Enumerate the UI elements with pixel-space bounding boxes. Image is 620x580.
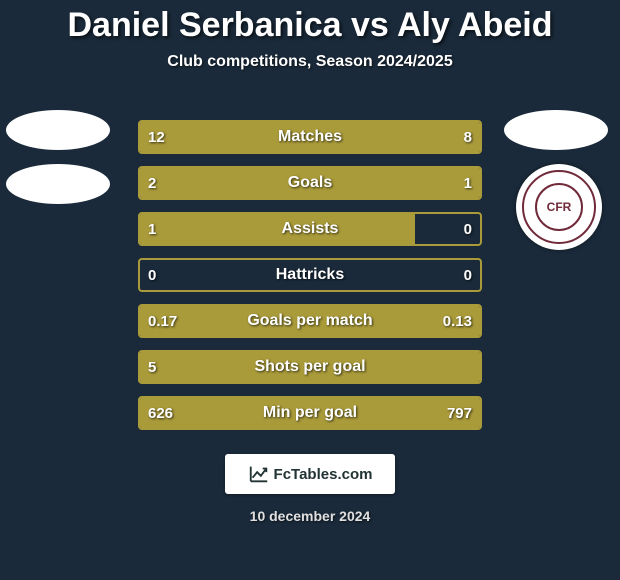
stat-bar-row: 0.170.13Goals per match [138,304,482,338]
club-badge-placeholder-icon [6,164,110,204]
stat-bar-right-fill [287,398,480,428]
stat-bar-row: 5Shots per goal [138,350,482,384]
stat-bar-row: 0 0Hattricks [138,258,482,292]
stat-bar-left-fill [140,398,291,428]
club-badge-placeholder-icon [504,110,608,150]
stat-bar-row: 626797Min per goal [138,396,482,430]
fctables-logo: FcTables.com [225,454,395,494]
stat-label: Hattricks [140,260,480,290]
stat-bar-right-fill [332,306,480,336]
stat-right-value: 0 [456,260,480,290]
stat-bar-right-fill [342,122,480,152]
cfr-club-badge-icon [516,164,602,250]
date-text: 10 december 2024 [0,508,620,524]
page-title: Daniel Serbanica vs Aly Abeid [0,0,620,45]
page-subtitle: Club competitions, Season 2024/2025 [0,53,620,71]
stat-bar-left-fill [140,352,482,382]
stat-bar-row: 128Matches [138,120,482,154]
stat-left-value: 0 [140,260,164,290]
stat-bar-right-fill [366,168,480,198]
stat-bar-left-fill [140,168,370,198]
stat-bar-row: 21Goals [138,166,482,200]
stats-bars-area: 128Matches21Goals10Assists00Hattricks0.1… [138,120,482,442]
stat-bar-left-fill [140,214,415,244]
chart-up-icon [248,463,270,485]
stat-bar-left-fill [140,122,346,152]
stat-right-value: 0 [456,214,480,244]
club-badge-placeholder-icon [6,110,110,150]
right-player-badges [504,110,614,250]
comparison-infographic: Daniel Serbanica vs Aly Abeid Club compe… [0,0,620,580]
left-player-badges [6,110,116,218]
stat-bar-left-fill [140,306,336,336]
stat-bar-row: 10Assists [138,212,482,246]
footer-brand-text: FcTables.com [274,466,373,483]
